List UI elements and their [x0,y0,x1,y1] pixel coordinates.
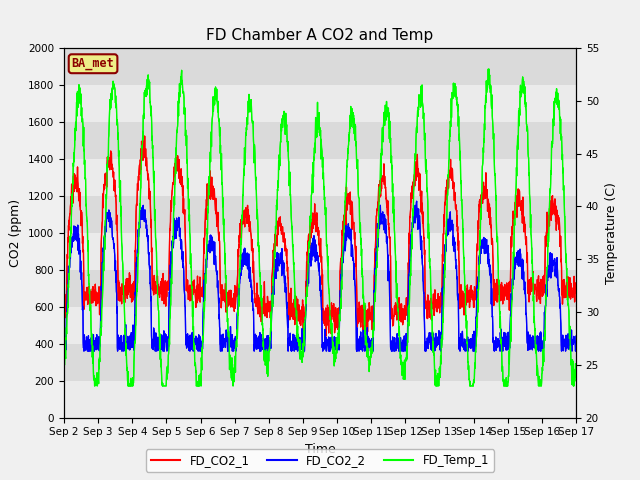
Bar [64,196,576,233]
Bar [64,381,576,418]
Text: BA_met: BA_met [72,57,115,70]
Bar [64,344,576,381]
Bar [64,85,576,122]
Bar [64,48,576,85]
Title: FD Chamber A CO2 and Temp: FD Chamber A CO2 and Temp [206,28,434,43]
Bar [64,270,576,307]
Bar [64,122,576,159]
Bar [64,233,576,270]
Y-axis label: Temperature (C): Temperature (C) [605,182,618,284]
X-axis label: Time: Time [305,443,335,456]
Y-axis label: CO2 (ppm): CO2 (ppm) [10,199,22,267]
Bar [64,307,576,344]
Legend: FD_CO2_1, FD_CO2_2, FD_Temp_1: FD_CO2_1, FD_CO2_2, FD_Temp_1 [146,449,494,472]
Bar [64,159,576,196]
